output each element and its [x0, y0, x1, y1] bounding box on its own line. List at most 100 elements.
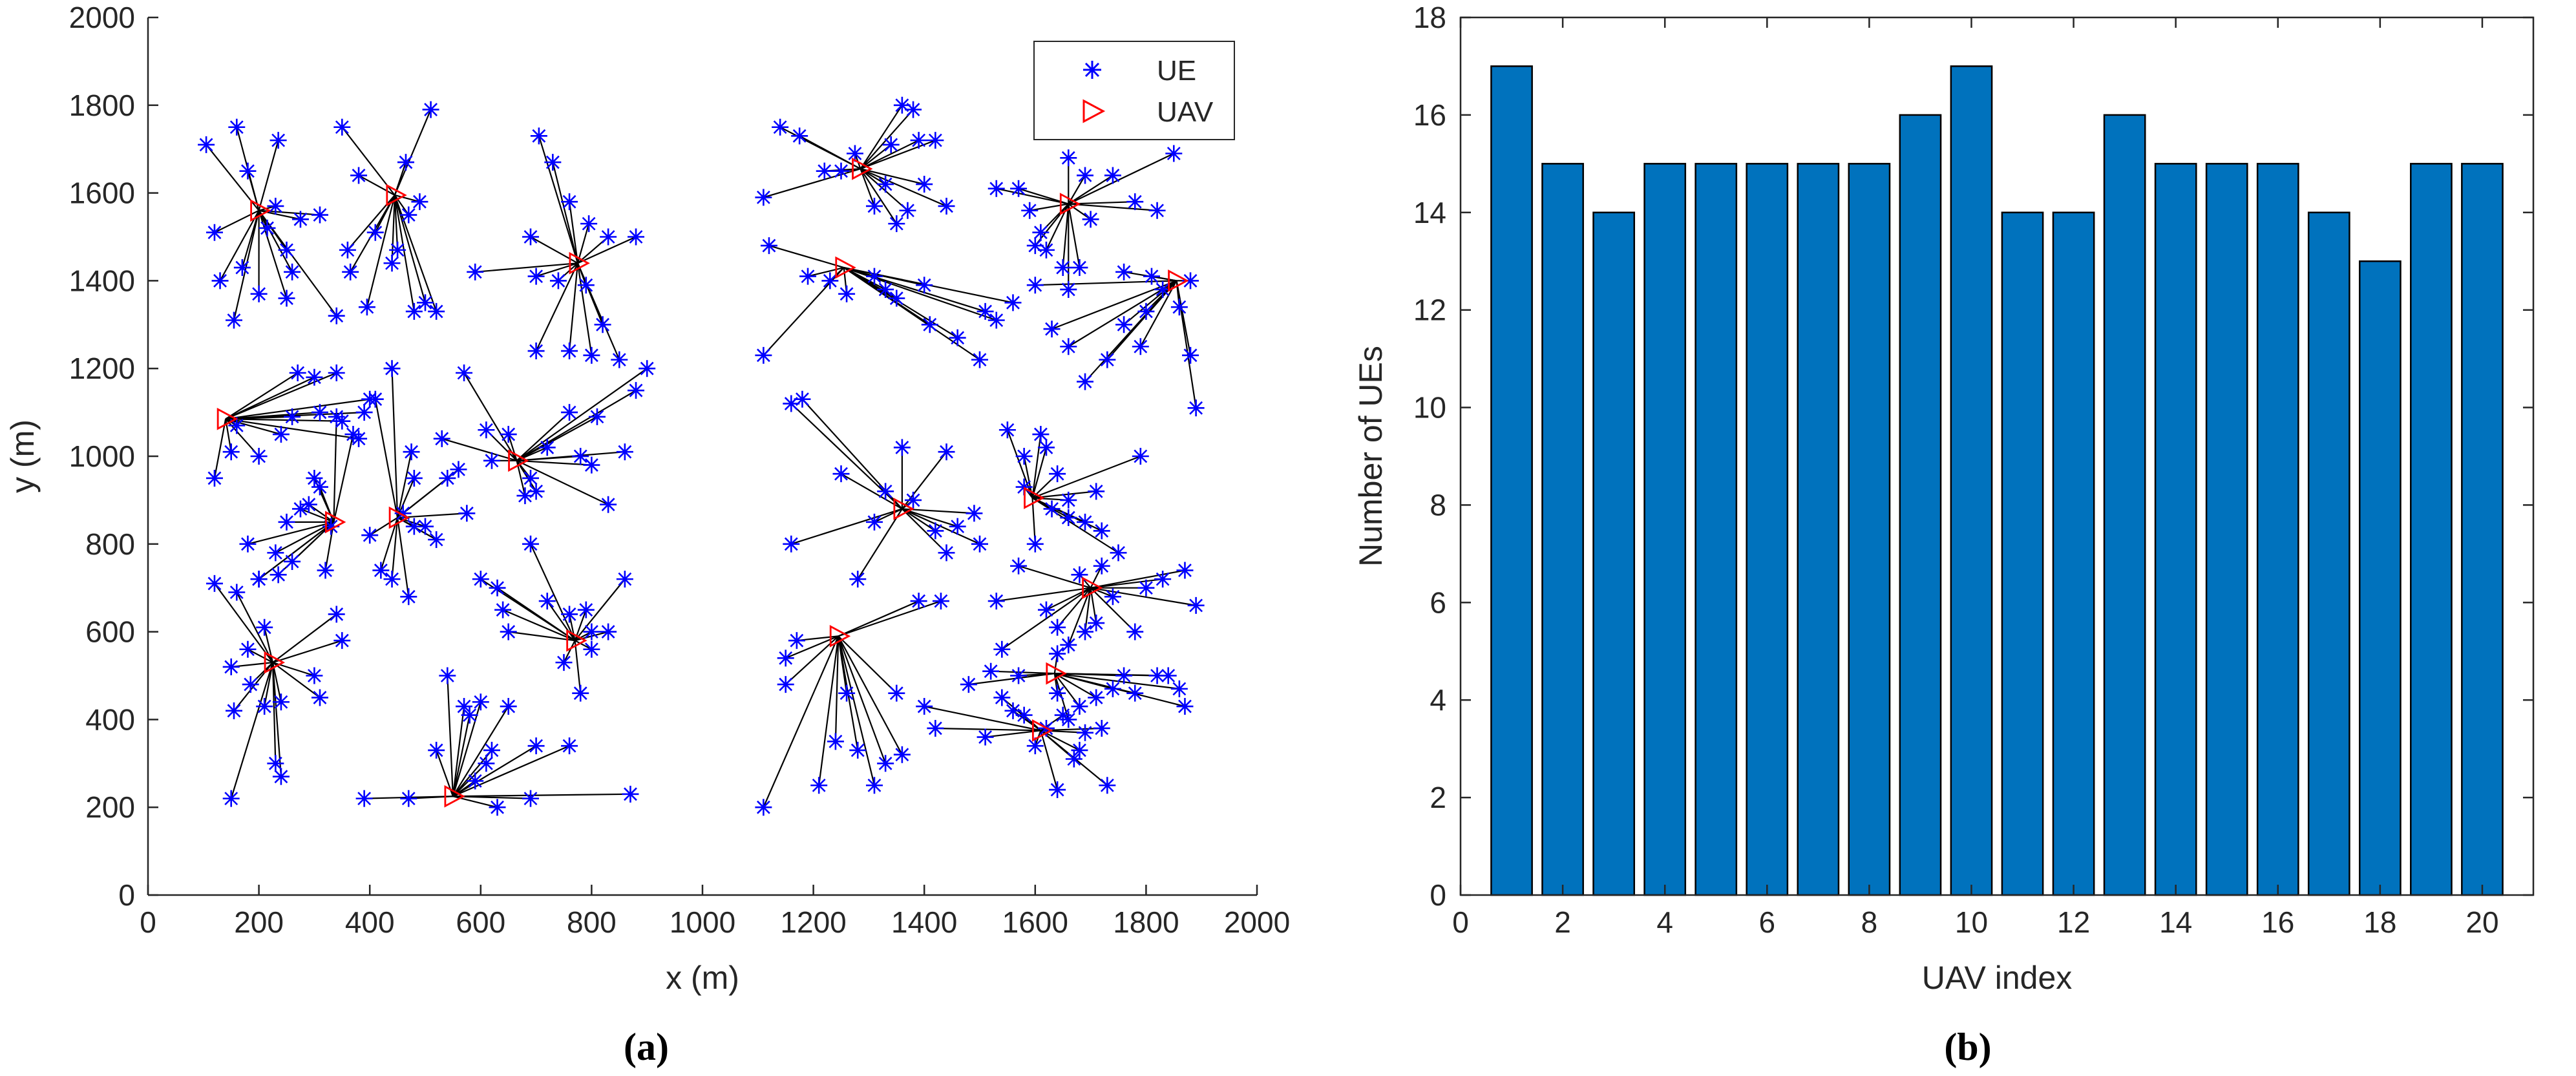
- panel-a-ue-uav-deployment: 0 200 400 600 800 1000 1200 1400 1600 1800 2000 0 20…: [5, 1, 1290, 1068]
- association-link: [452, 706, 465, 797]
- uav-marker: [1059, 193, 1081, 215]
- association-link: [358, 174, 396, 196]
- ue-marker: [905, 491, 922, 509]
- association-link: [350, 195, 396, 273]
- ue-marker: [1026, 535, 1044, 553]
- association-link: [397, 517, 426, 527]
- ue-marker: [366, 390, 384, 408]
- ue-marker: [966, 505, 983, 522]
- panel-b-x-tick-label: 20: [2465, 905, 2498, 939]
- ue-marker: [461, 706, 478, 724]
- ue-marker: [1043, 500, 1061, 518]
- association-link: [1031, 497, 1119, 554]
- ue-marker: [339, 241, 356, 258]
- ue-marker: [527, 268, 545, 285]
- uav-marker: [569, 251, 590, 275]
- association-link: [860, 168, 909, 211]
- legend-ue-marker: [1083, 61, 1101, 79]
- ue-marker: [228, 584, 246, 601]
- panel-a-x-tick-label: 1600: [1002, 905, 1068, 939]
- ue-marker: [628, 228, 645, 246]
- panel-a-y-tick-label: 1600: [69, 176, 135, 210]
- ue-marker: [1104, 167, 1121, 184]
- association-link: [213, 419, 227, 479]
- ue-marker: [472, 693, 489, 711]
- ue-marker: [1088, 483, 1105, 500]
- ue-marker: [383, 571, 401, 588]
- ue-marker: [405, 469, 423, 487]
- association-link: [516, 459, 609, 505]
- ue-marker: [1159, 667, 1177, 684]
- ue-marker: [1060, 509, 1077, 527]
- ue-marker: [1104, 680, 1121, 697]
- panel-a-y-tick-label: 2000: [69, 1, 135, 34]
- ue-marker: [993, 640, 1011, 658]
- association-link: [397, 517, 415, 527]
- uav-marker: [264, 651, 286, 674]
- ue-marker: [1176, 698, 1194, 715]
- ue-marker: [516, 487, 534, 505]
- association-link: [271, 662, 282, 702]
- ue-marker: [322, 518, 340, 535]
- panel-b-y-tick-label: 0: [1430, 878, 1446, 912]
- ue-marker: [233, 259, 251, 277]
- association-link: [985, 730, 1041, 738]
- ue-marker: [755, 799, 772, 816]
- uav-marker: [388, 506, 410, 529]
- ue-marker: [397, 154, 414, 171]
- association-link: [1035, 280, 1177, 286]
- association-link: [248, 521, 334, 545]
- association-link: [441, 438, 517, 461]
- ue-marker: [239, 640, 257, 658]
- ue-marker: [1015, 706, 1033, 724]
- ue-marker: [500, 426, 517, 443]
- ue-marker: [1071, 566, 1088, 584]
- ue-marker: [311, 206, 328, 224]
- association-link: [1062, 204, 1070, 268]
- ue-marker: [1115, 316, 1133, 333]
- ue-marker: [1176, 562, 1194, 579]
- association-link: [333, 416, 337, 522]
- association-link: [563, 640, 576, 663]
- ue-marker: [1071, 698, 1088, 715]
- ue-marker: [794, 390, 811, 408]
- association-link: [860, 168, 898, 224]
- ue-marker: [893, 96, 911, 114]
- ue-marker: [821, 272, 839, 290]
- ue-marker: [611, 351, 628, 368]
- association-link: [366, 195, 396, 308]
- ue-marker: [772, 118, 789, 136]
- association-link: [300, 508, 334, 523]
- association-link: [308, 503, 335, 523]
- ue-marker: [489, 579, 506, 596]
- uav-marker: [1168, 269, 1189, 292]
- ue-marker: [1015, 448, 1033, 465]
- ue-marker: [583, 640, 600, 658]
- ue-marker: [366, 224, 384, 241]
- association-link: [271, 662, 282, 777]
- ue-marker: [250, 285, 268, 302]
- ue-marker: [439, 469, 456, 487]
- legend-uav-marker: [1082, 99, 1106, 123]
- ue-marker: [600, 496, 617, 513]
- ue-marker: [350, 167, 368, 184]
- ue-marker: [1126, 684, 1144, 702]
- ue-marker: [622, 785, 639, 803]
- panel-a-y-tick-label: 1800: [69, 89, 135, 122]
- ue-marker: [278, 241, 295, 258]
- association-link: [452, 706, 509, 797]
- association-link: [935, 727, 1041, 732]
- ue-marker: [403, 443, 420, 461]
- association-link: [1032, 491, 1097, 499]
- panel-a-y-tick-label: 0: [118, 878, 135, 912]
- ue-marker: [777, 649, 794, 667]
- association-link: [394, 195, 427, 303]
- ue-marker: [211, 272, 229, 290]
- uav-marker: [835, 256, 856, 279]
- uav-marker: [1024, 487, 1045, 509]
- ue-marker: [458, 505, 476, 522]
- association-link: [226, 418, 343, 422]
- association-link: [768, 245, 845, 269]
- association-link: [1068, 153, 1174, 205]
- bar: [2154, 163, 2197, 896]
